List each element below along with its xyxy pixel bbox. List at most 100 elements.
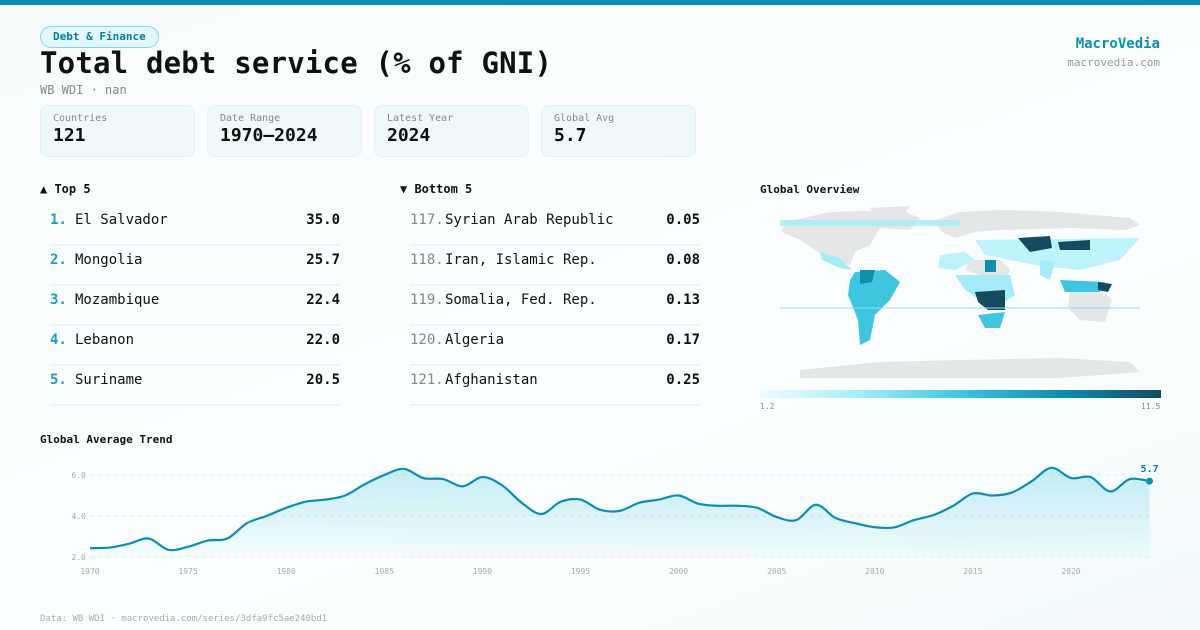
stat-card-date-range: Date Range 1970–2024 xyxy=(207,105,362,157)
x-tick-label: 1980 xyxy=(277,567,296,576)
top-accent-bar xyxy=(0,0,1200,5)
data-countries xyxy=(780,220,1140,345)
y-tick-label: 4.0 xyxy=(72,512,87,521)
rank: 4. xyxy=(50,332,67,348)
x-tick-label: 1970 xyxy=(80,567,99,576)
brand-url[interactable]: macrovedia.com xyxy=(1067,56,1160,69)
legend-max: 11.5 xyxy=(1141,402,1161,411)
bottom-list-item[interactable]: 121. Afghanistan 0.25 xyxy=(410,366,700,406)
bottom-list-item[interactable]: 119. Somalia, Fed. Rep. 0.13 xyxy=(410,286,700,326)
country-name: Mozambique xyxy=(75,292,160,308)
x-tick-label: 2000 xyxy=(669,567,688,576)
arctic-band xyxy=(780,220,960,226)
west-africa xyxy=(938,252,975,270)
southeast-asia xyxy=(1060,280,1105,292)
rank: 117. xyxy=(410,212,444,228)
stat-label: Date Range xyxy=(220,113,281,124)
value: 22.0 xyxy=(306,332,340,348)
top-5-heading: ▲ Top 5 xyxy=(40,182,91,196)
bottom-5-heading: ▼ Bottom 5 xyxy=(400,182,473,196)
stat-value: 1970–2024 xyxy=(220,125,318,146)
country-name: Suriname xyxy=(75,372,143,388)
trend-line xyxy=(89,466,1150,552)
trend-title: Global Average Trend xyxy=(40,433,173,446)
mongolia xyxy=(1058,240,1090,250)
eurasia-north xyxy=(935,210,1140,238)
value: 25.7 xyxy=(306,252,340,268)
papua-new-guinea xyxy=(1098,282,1112,292)
australia xyxy=(1068,288,1112,322)
rank: 120. xyxy=(410,332,444,348)
india xyxy=(1040,260,1055,280)
country-name: Algeria xyxy=(445,332,505,348)
country-name: Iran, Islamic Rep. xyxy=(445,252,597,268)
x-tick-label: 1995 xyxy=(571,567,590,576)
rank: 5. xyxy=(50,372,67,388)
x-tick-label: 1975 xyxy=(178,567,197,576)
central-america xyxy=(820,252,852,270)
x-tick-label: 2010 xyxy=(865,567,884,576)
world-map[interactable] xyxy=(760,200,1160,385)
bottom-list-item[interactable]: 117. Syrian Arab Republic 0.05 xyxy=(410,206,700,246)
stat-value: 121 xyxy=(53,125,86,146)
last-value-label: 5.7 xyxy=(1140,464,1158,475)
bottom-list-item[interactable]: 118. Iran, Islamic Rep. 0.08 xyxy=(410,246,700,286)
y-tick-label: 2.0 xyxy=(72,553,87,562)
greenland xyxy=(870,206,910,222)
asia xyxy=(975,238,1140,270)
x-tick-label: 2005 xyxy=(767,567,786,576)
rank: 1. xyxy=(50,212,67,228)
x-tick-label: 1985 xyxy=(375,567,394,576)
kazakhstan xyxy=(1018,236,1052,252)
stat-card-latest-year: Latest Year 2024 xyxy=(374,105,529,157)
country-name: Somalia, Fed. Rep. xyxy=(445,292,597,308)
egypt xyxy=(985,260,996,272)
rank: 2. xyxy=(50,252,67,268)
y-tick-label: 6.0 xyxy=(72,471,87,480)
stat-label: Countries xyxy=(53,113,108,124)
last-point-marker xyxy=(1145,477,1153,485)
country-name: El Salvador xyxy=(75,212,168,228)
country-name: Lebanon xyxy=(75,332,135,348)
stat-label: Global Avg xyxy=(554,113,615,124)
stat-value: 5.7 xyxy=(554,125,587,146)
value: 20.5 xyxy=(306,372,340,388)
x-tick-label: 1990 xyxy=(473,567,492,576)
top-list-item[interactable]: 5. Suriname 20.5 xyxy=(50,366,340,406)
rank: 121. xyxy=(410,372,444,388)
value: 0.05 xyxy=(666,212,700,228)
antarctica xyxy=(800,358,1140,378)
bottom-list-item[interactable]: 120. Algeria 0.17 xyxy=(410,326,700,366)
category-badge[interactable]: Debt & Finance xyxy=(40,26,159,48)
value: 0.17 xyxy=(666,332,700,348)
page-subtitle: WB WDI · nan xyxy=(40,83,127,97)
x-tick-label: 2020 xyxy=(1061,567,1080,576)
value: 35.0 xyxy=(306,212,340,228)
top-list-item[interactable]: 2. Mongolia 25.7 xyxy=(50,246,340,286)
angola-zambia-mozambique xyxy=(975,290,1005,310)
trend-chart[interactable]: 2.0 4.0 6.0 1970 1975 1980 1985 1990 1995 2000 200… xyxy=(0,440,1200,590)
value: 0.08 xyxy=(666,252,700,268)
map-title: Global Overview xyxy=(760,183,860,196)
value: 0.13 xyxy=(666,292,700,308)
top-list-item[interactable]: 3. Mozambique 22.4 xyxy=(50,286,340,326)
stat-value: 2024 xyxy=(387,125,431,146)
x-tick-label: 2015 xyxy=(963,567,982,576)
top-list-item[interactable]: 1. El Salvador 35.0 xyxy=(50,206,340,246)
country-name: Mongolia xyxy=(75,252,143,268)
footer-source: Data: WB WDI · macrovedia.com/series/3df… xyxy=(40,614,328,624)
stat-card-global-avg: Global Avg 5.7 xyxy=(541,105,696,157)
color-scale-legend xyxy=(760,390,1161,398)
brand-logo[interactable]: MacroVedia xyxy=(1075,36,1160,52)
trend-area xyxy=(90,467,1150,557)
country-name: Afghanistan xyxy=(445,372,538,388)
rank: 119. xyxy=(410,292,444,308)
southern-africa xyxy=(978,312,1005,328)
value: 0.25 xyxy=(666,372,700,388)
top-list-item[interactable]: 4. Lebanon 22.0 xyxy=(50,326,340,366)
value: 22.4 xyxy=(306,292,340,308)
rank: 3. xyxy=(50,292,67,308)
rank: 118. xyxy=(410,252,444,268)
country-name: Syrian Arab Republic xyxy=(445,212,614,228)
page-title: Total debt service (% of GNI) xyxy=(40,46,553,80)
